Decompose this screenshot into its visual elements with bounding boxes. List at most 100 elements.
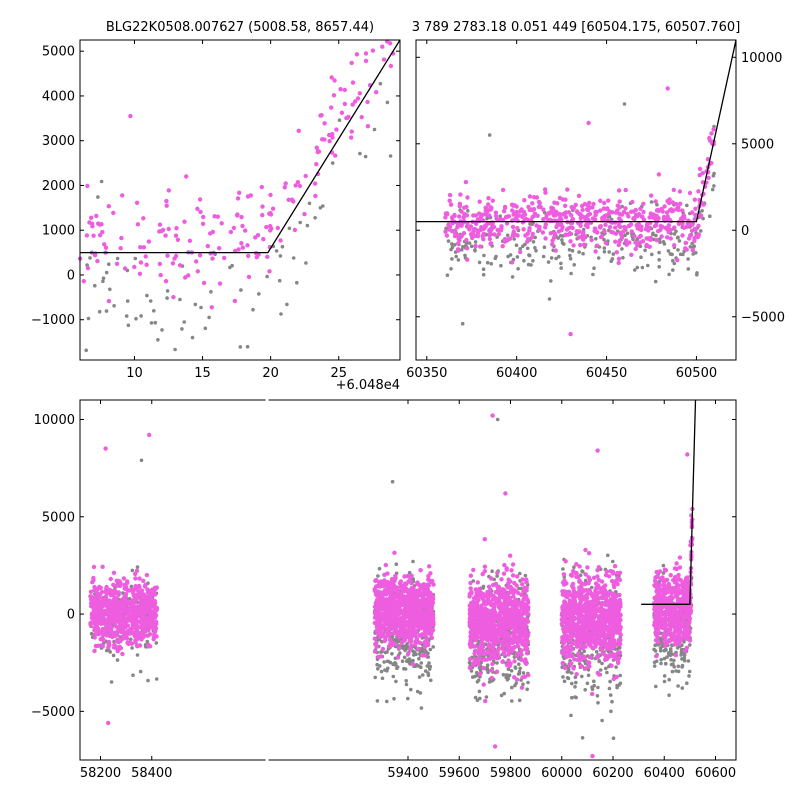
data-point-grey xyxy=(559,261,563,266)
data-point-grey xyxy=(657,258,661,262)
data-point-grey xyxy=(505,677,510,682)
data-point-pink xyxy=(633,246,638,252)
data-point-grey xyxy=(610,699,614,704)
data-point-pink xyxy=(490,661,495,667)
data-point-pink xyxy=(270,206,276,211)
data-point-grey xyxy=(376,667,380,671)
data-point-grey xyxy=(556,236,560,240)
data-point-pink xyxy=(375,583,380,589)
data-points xyxy=(443,86,716,337)
data-point-grey xyxy=(665,655,669,659)
data-point-grey xyxy=(279,312,283,316)
data-point-pink xyxy=(479,621,484,627)
data-point-grey xyxy=(407,570,412,575)
data-point-pink xyxy=(690,248,695,253)
data-point-pink xyxy=(383,562,388,568)
data-point-pink xyxy=(471,213,476,218)
data-point-pink xyxy=(614,250,619,255)
data-point-grey xyxy=(570,695,574,700)
data-point-pink xyxy=(465,225,471,230)
data-point-pink xyxy=(461,231,467,236)
data-point-grey xyxy=(667,677,671,682)
data-point-grey xyxy=(534,248,538,253)
data-point-pink xyxy=(607,224,613,230)
data-point-pink xyxy=(465,257,470,262)
data-point-grey xyxy=(402,655,407,660)
data-point-grey xyxy=(84,348,88,353)
data-point-grey xyxy=(569,713,573,718)
data-point-pink xyxy=(314,162,319,167)
data-point-grey xyxy=(549,256,554,260)
data-point-pink xyxy=(383,598,389,604)
data-point-pink xyxy=(383,635,388,640)
data-point-pink xyxy=(170,261,176,266)
x-offset-label: +6.048e4 xyxy=(336,378,400,393)
data-point-pink xyxy=(467,665,472,670)
data-point-pink xyxy=(217,281,223,286)
data-point-grey xyxy=(508,253,513,257)
data-point-grey xyxy=(420,646,424,651)
data-point-pink xyxy=(479,625,484,631)
data-point-pink xyxy=(124,609,129,615)
data-point-pink xyxy=(610,230,616,235)
data-point-pink xyxy=(677,189,683,194)
data-points xyxy=(77,39,396,353)
data-point-pink xyxy=(709,131,714,136)
data-point-grey xyxy=(676,248,680,252)
y-tick-label: 0 xyxy=(67,268,75,283)
data-point-pink xyxy=(108,590,113,595)
data-point-grey xyxy=(446,239,451,243)
data-point-grey xyxy=(180,327,184,331)
data-point-pink xyxy=(503,619,508,625)
data-point-pink xyxy=(133,640,138,645)
data-point-grey xyxy=(378,81,383,86)
data-point-pink xyxy=(565,187,570,192)
data-point-pink xyxy=(391,585,396,590)
data-point-pink xyxy=(508,613,513,618)
data-point-grey xyxy=(687,674,691,678)
data-point-pink xyxy=(373,601,379,606)
data-point-grey xyxy=(669,658,673,662)
data-point-pink xyxy=(663,225,669,231)
data-point-pink xyxy=(465,246,470,251)
data-point-pink xyxy=(333,153,338,158)
data-point-grey xyxy=(602,246,607,250)
data-point-pink xyxy=(578,223,583,228)
data-point-grey xyxy=(614,665,618,669)
data-point-grey xyxy=(669,662,674,667)
data-point-pink xyxy=(602,200,607,206)
data-point-grey xyxy=(568,256,573,261)
data-point-pink xyxy=(500,631,505,636)
data-point-pink xyxy=(350,102,355,107)
x-tick-label: 60350 xyxy=(406,366,447,381)
data-point-grey xyxy=(517,671,522,676)
data-point-pink xyxy=(456,241,461,246)
data-point-pink xyxy=(453,229,458,234)
data-point-grey xyxy=(418,691,423,695)
data-point-pink xyxy=(506,214,512,219)
data-point-pink xyxy=(116,647,121,652)
data-point-grey xyxy=(404,679,409,683)
data-point-pink xyxy=(653,199,658,204)
data-point-pink xyxy=(456,234,461,239)
data-point-grey xyxy=(93,283,97,288)
data-point-grey xyxy=(239,288,243,292)
data-point-grey xyxy=(154,677,159,681)
x-tick-label: 10 xyxy=(126,366,143,381)
data-point-grey xyxy=(115,658,120,662)
data-point-pink xyxy=(576,193,582,198)
data-point-grey xyxy=(411,559,415,564)
data-point-pink xyxy=(606,198,611,203)
data-point-grey xyxy=(662,679,667,684)
data-point-pink xyxy=(430,619,436,624)
data-point-pink xyxy=(297,183,303,189)
data-point-grey xyxy=(521,682,525,686)
data-point-pink xyxy=(555,201,560,206)
data-point-pink xyxy=(501,649,507,655)
data-point-pink xyxy=(546,210,551,216)
data-point-grey xyxy=(148,299,153,303)
data-point-pink xyxy=(102,599,107,604)
data-point-grey xyxy=(363,154,368,159)
data-point-pink xyxy=(320,137,325,142)
data-point-pink xyxy=(689,210,695,215)
